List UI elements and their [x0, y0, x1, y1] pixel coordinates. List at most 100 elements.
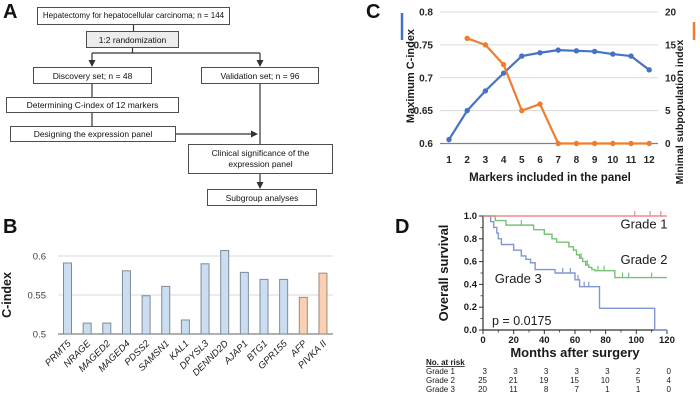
- right-axis-title: Minimal subpopulation index: [674, 40, 686, 185]
- y-tick-label: 0.55: [28, 291, 47, 302]
- bar-PDSS2: [141, 295, 151, 335]
- flow-box-discovery: Discovery set; n = 48: [33, 67, 152, 84]
- risk-count: 10: [601, 376, 610, 385]
- data-point: [500, 61, 507, 68]
- x-tick-label: 60: [570, 335, 581, 346]
- x-tick-label: 1: [446, 155, 452, 166]
- risk-count: 21: [509, 376, 518, 385]
- x-tick-label: 9: [592, 155, 598, 166]
- x-tick-label: 10: [607, 155, 619, 166]
- bar-GPR155: [279, 278, 289, 335]
- x-tick-label: 6: [537, 155, 543, 166]
- data-point: [555, 140, 561, 147]
- data-point: [464, 107, 470, 114]
- risk-count: 3: [513, 367, 518, 376]
- risk-count: 3: [483, 367, 488, 376]
- panel-letter-c: C: [366, 1, 381, 23]
- x-tick-label: 5: [519, 155, 525, 166]
- right-tick-label: 20: [665, 8, 677, 19]
- risk-count: 2: [636, 367, 641, 376]
- left-tick-label: 0.8: [419, 8, 433, 19]
- data-point: [591, 140, 598, 147]
- bar-BTG1: [259, 278, 269, 335]
- y-tick-label: 0.0: [464, 325, 477, 336]
- bar-PRMT5: [63, 262, 72, 335]
- y-tick-label: 0.6: [464, 257, 477, 268]
- bar-MAGED2: [102, 322, 112, 335]
- risk-count: 11: [509, 385, 518, 394]
- data-point: [555, 47, 561, 53]
- x-axis-title: Markers included in the panel: [469, 172, 631, 184]
- x-tick-label: 120: [659, 335, 675, 346]
- risk-count: 7: [575, 385, 580, 394]
- curve-label: Grade 3: [495, 271, 542, 286]
- y-axis-title: C-index: [0, 272, 14, 318]
- data-point: [482, 42, 489, 48]
- risk-count: 0: [667, 385, 672, 394]
- data-point: [500, 70, 507, 76]
- right-tick-label: 5: [665, 106, 671, 117]
- bar-DENND2D: [220, 250, 230, 335]
- series-line-left: [448, 49, 650, 141]
- curve-label: Grade 1: [620, 216, 667, 231]
- risk-count: 1: [605, 385, 610, 394]
- x-tick-label: 3: [483, 155, 489, 166]
- risk-table-title: No. at risk: [426, 358, 465, 367]
- right-tick-label: 15: [665, 40, 677, 51]
- data-point: [464, 35, 470, 41]
- data-point: [573, 140, 580, 147]
- x-tick-label: 40: [539, 335, 550, 346]
- flow-box-hepatectomy: Hepatectomy for hepatocellular carcinoma…: [37, 7, 230, 25]
- left-tick-label: 0.7: [419, 73, 433, 84]
- x-tick-label: 0: [480, 335, 485, 346]
- y-tick-label: 1.0: [464, 211, 477, 222]
- bar-KAL1: [180, 319, 190, 335]
- data-point: [628, 140, 634, 147]
- left-tick-label: 0.75: [414, 40, 434, 51]
- bar-SAMSN1: [161, 285, 171, 335]
- risk-count: 5: [636, 376, 641, 385]
- left-tick-label: 0.6: [419, 139, 433, 150]
- risk-row-label: Grade 2: [426, 376, 455, 385]
- x-tick-label: 80: [600, 335, 611, 346]
- flow-box-designing: Designing the expression panel: [10, 126, 176, 142]
- risk-count: 3: [605, 367, 610, 376]
- data-point: [537, 101, 543, 107]
- data-point: [646, 140, 652, 147]
- right-tick-label: 0: [665, 139, 671, 150]
- panel-letter-a: A: [3, 1, 18, 23]
- risk-row-label: Grade 1: [426, 367, 455, 376]
- flowchart-connectors: [88, 25, 264, 189]
- x-tick-label: 20: [508, 335, 519, 346]
- data-point: [610, 140, 616, 147]
- data-point: [646, 67, 652, 73]
- data-point: [482, 88, 489, 94]
- panel-letter-d: D: [395, 216, 410, 238]
- x-tick-label: 11: [626, 155, 637, 166]
- risk-count: 19: [539, 376, 548, 385]
- x-axis-title: Months after surgery: [510, 345, 640, 360]
- flow-box-validation: Validation set; n = 96: [201, 67, 319, 84]
- x-tick-label: 4: [501, 155, 507, 166]
- left-axis-title: Maximum C-index: [405, 28, 417, 123]
- flow-box-subgroup: Subgroup analyses: [207, 189, 317, 206]
- km-curve-grade-3: [483, 215, 667, 331]
- km-curve-grade-2: [483, 215, 667, 279]
- risk-count: 8: [544, 385, 549, 394]
- p-value-label: p = 0.0175: [492, 314, 551, 328]
- x-tick-label: 100: [628, 335, 644, 346]
- y-axis-title: Overall survival: [436, 225, 451, 322]
- data-point: [446, 136, 452, 143]
- curve-label: Grade 2: [620, 252, 667, 267]
- flow-box-randomization: 1:2 randomization: [86, 31, 179, 48]
- x-tick-label: 2: [464, 155, 470, 166]
- x-tick-label: 7: [555, 155, 561, 166]
- panel-letter-b: B: [3, 216, 18, 238]
- bar-AFP: [298, 296, 308, 335]
- risk-count: 4: [667, 376, 672, 385]
- risk-count: 3: [544, 367, 549, 376]
- risk-count: 15: [570, 376, 579, 385]
- bar-MAGED4: [121, 270, 131, 335]
